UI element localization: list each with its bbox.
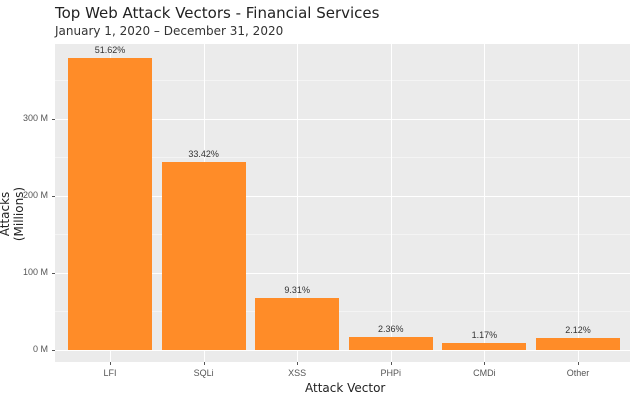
minor-gridline	[55, 234, 630, 235]
vgridline	[484, 44, 485, 362]
x-axis-label: Attack Vector	[305, 381, 386, 395]
xtick-label: CMDi	[473, 368, 496, 378]
bar-other	[536, 338, 620, 350]
ytick-mark	[52, 196, 55, 197]
y-axis-label: Attacks (Millions)	[0, 186, 26, 242]
xtick-mark	[484, 362, 486, 365]
chart-subtitle: January 1, 2020 – December 31, 2020	[55, 24, 284, 38]
gridline-200	[55, 196, 630, 197]
minor-gridline	[55, 157, 630, 158]
ytick-label: 200 M	[22, 190, 48, 200]
bar-data-label: 51.62%	[94, 45, 126, 56]
ytick-mark	[52, 350, 55, 351]
minor-gridline	[55, 80, 630, 81]
ytick-mark	[52, 273, 55, 274]
xtick-mark	[578, 362, 579, 365]
xtick-label: SQLi	[193, 368, 214, 378]
ytick-label: 0 M	[32, 344, 48, 354]
vgridline	[578, 44, 579, 362]
xtick-label: LFI	[103, 368, 117, 378]
bar-phpi	[348, 336, 433, 350]
chart-title: Top Web Attack Vectors - Financial Servi…	[55, 4, 380, 22]
bar-data-label: 2.36%	[378, 323, 404, 334]
vgridline	[391, 44, 392, 362]
xtick-mark	[390, 362, 392, 365]
xtick-mark	[297, 362, 299, 365]
minor-gridline	[55, 311, 630, 312]
bar-cmdi	[442, 343, 527, 350]
gridline-300	[55, 119, 630, 120]
bar-sqli	[161, 162, 246, 350]
xtick-mark	[110, 362, 111, 365]
vgridline	[297, 44, 298, 362]
bar-data-label: 1.17%	[471, 330, 498, 341]
bar-data-label: 2.12%	[565, 325, 591, 336]
ytick-mark	[52, 119, 55, 120]
bar-xss	[255, 297, 340, 350]
ytick-label: 300 M	[22, 113, 48, 123]
ytick-label: 100 M	[22, 267, 48, 277]
xtick-mark	[203, 362, 205, 365]
bar-data-label: 33.42%	[188, 149, 219, 160]
gridline-100	[55, 273, 630, 274]
xtick-label: PHPi	[380, 368, 402, 378]
xtick-label: XSS	[288, 368, 307, 378]
bar-data-label: 9.31%	[284, 284, 310, 295]
xtick-label: Other	[566, 368, 590, 378]
bar-lfi	[68, 58, 152, 350]
gridline-0	[55, 350, 630, 351]
